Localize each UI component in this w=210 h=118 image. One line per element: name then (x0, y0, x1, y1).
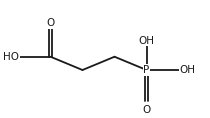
Text: O: O (142, 105, 151, 115)
Text: HO: HO (3, 52, 20, 62)
Text: O: O (46, 18, 55, 28)
Text: P: P (143, 65, 150, 75)
Text: OH: OH (139, 36, 155, 46)
Text: OH: OH (180, 65, 196, 75)
